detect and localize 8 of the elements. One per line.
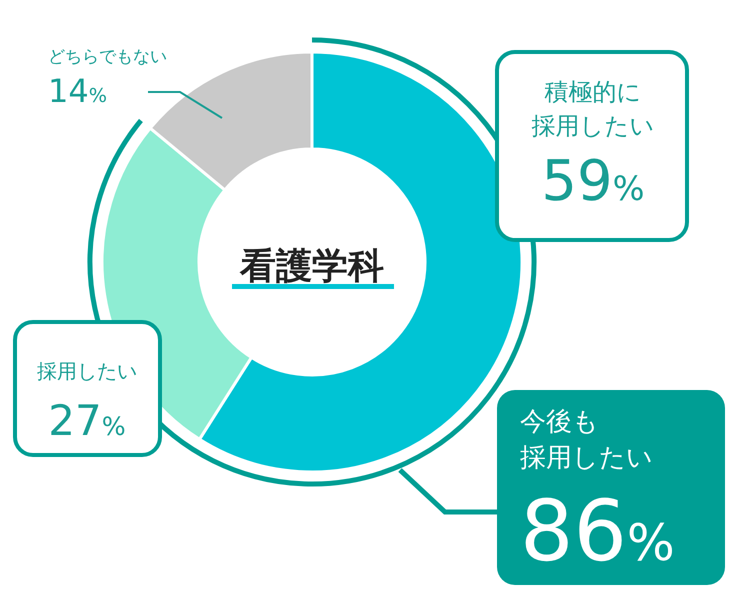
- data-label: 27%: [48, 396, 126, 445]
- slice-label: どちらでもない: [48, 47, 167, 67]
- text: 今後も採用したい86%: [520, 407, 675, 580]
- slice-label: 積極的に採用したい: [532, 78, 654, 140]
- slice-label: 採用したい: [37, 359, 137, 383]
- data-label: 14%: [48, 72, 107, 110]
- text: 看護学科: [239, 246, 384, 287]
- data-label: 59%: [541, 149, 645, 214]
